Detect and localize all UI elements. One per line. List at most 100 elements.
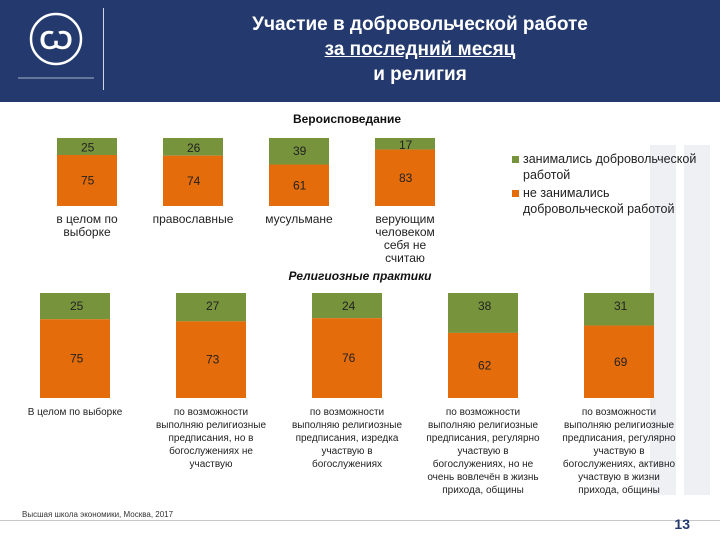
legend-item-not-volunteered: не занимались добровольческой работой (512, 185, 712, 217)
title-line-3: и религия (373, 64, 467, 85)
category-label: участвую в жизни (578, 472, 660, 483)
category-label: прихода, общины (578, 484, 660, 496)
data-label-volunteered: 31 (614, 299, 628, 313)
category-label: верующим (375, 212, 434, 226)
data-label-volunteered: 24 (342, 299, 356, 313)
data-label-volunteered: 38 (478, 299, 492, 313)
header-banner: Ѡ Участие в добровольческой работе за по… (0, 0, 720, 102)
page-title: Участие в добровольческой работе за посл… (140, 12, 700, 87)
category-label: богослужениях не (169, 445, 253, 457)
bar-segment-volunteered (163, 138, 223, 156)
category-label: выполняю религиозные (292, 420, 402, 431)
data-label-not-volunteered: 62 (478, 358, 492, 372)
bar-segment-not-volunteered (312, 318, 382, 398)
data-label-not-volunteered: 61 (293, 178, 307, 192)
category-label: участвую в (457, 446, 508, 457)
data-label-not-volunteered: 69 (614, 355, 628, 369)
bar-segment-not-volunteered (57, 155, 117, 206)
data-label-not-volunteered: 75 (70, 352, 84, 366)
category-label: выполняю религиозные (428, 420, 538, 431)
bar-group: 38 62 по возможности выполняю религиозные пр… (426, 293, 540, 496)
page-number: 13 (674, 516, 690, 532)
data-label-volunteered: 17 (399, 138, 413, 152)
category-label: в целом по (56, 212, 118, 226)
chart1-title: Вероисповедание (293, 112, 401, 126)
category-label: по возможности (174, 407, 248, 418)
title-line-2: за последний месяц (324, 39, 516, 60)
bar-segment-not-volunteered (269, 164, 329, 206)
category-label: выполняю религиозные (156, 420, 266, 431)
category-label: предписания, регулярно (426, 433, 540, 444)
hse-logo: Ѡ (18, 12, 94, 79)
bar-group: 26 74 православные (153, 138, 234, 226)
bar-segment-volunteered (269, 138, 329, 165)
data-label-volunteered: 26 (187, 141, 201, 155)
category-label: себя не (384, 238, 427, 252)
bar-segment-not-volunteered (448, 332, 518, 398)
bar-group: 24 76 по возможности выполняю религиозные пр… (292, 293, 402, 470)
legend-item-volunteered: занимались добровольческой работой (512, 151, 712, 183)
bar-segment-not-volunteered (584, 325, 654, 398)
legend-label-not-volunteered: не занимались добровольческой работой (523, 186, 675, 216)
category-label: предписания, но в (169, 433, 254, 444)
data-label-not-volunteered: 83 (399, 171, 413, 185)
category-label: по возможности (582, 407, 656, 418)
category-label: считаю (385, 251, 425, 265)
bar-segment-not-volunteered (40, 319, 110, 398)
data-label-not-volunteered: 73 (206, 353, 220, 367)
bar-segment-volunteered (40, 293, 110, 320)
bar-segment-volunteered (312, 293, 382, 319)
legend-swatch-orange (512, 190, 519, 197)
chart-legend: занимались добровольческой работой не за… (512, 151, 712, 219)
bar-group: 25 75 В целом по выборке (28, 293, 123, 418)
category-label: по возможности (446, 407, 520, 418)
category-label: богослужениях, но не (433, 458, 534, 470)
data-label-volunteered: 27 (206, 299, 220, 313)
data-label-volunteered: 39 (293, 144, 307, 158)
category-label: мусульмане (265, 212, 333, 226)
chart2-title: Религиозные практики (289, 269, 433, 283)
category-label: участвую в (321, 446, 372, 457)
category-label: выполняю религиозные (564, 420, 674, 431)
chart-practices: Религиозные практики 25 75 В целом по выбо… (28, 269, 676, 496)
legend-swatch-green (512, 156, 519, 163)
title-line-1: Участие в добровольческой работе (252, 14, 588, 35)
category-label: богослужениях (312, 458, 382, 470)
bar-segment-not-volunteered (176, 321, 246, 398)
data-label-not-volunteered: 76 (342, 351, 356, 365)
category-label: предписания, изредка (296, 433, 399, 444)
category-label: православные (153, 212, 234, 226)
data-label-volunteered: 25 (81, 141, 95, 155)
category-label: предписания, регулярно (562, 433, 676, 444)
category-label: В целом по выборке (28, 406, 123, 418)
category-label: участвую (190, 459, 233, 470)
bar-segment-not-volunteered (163, 155, 223, 206)
legend-label-volunteered: занимались добровольческой работой (523, 152, 697, 182)
bar-segment-volunteered (584, 293, 654, 326)
header-divider (103, 8, 104, 90)
bar-group: 39 61 мусульмане (265, 138, 333, 226)
footer-source: Высшая школа экономики, Москва, 2017 (22, 510, 174, 519)
category-label: очень вовлечён в жизнь (427, 472, 538, 483)
category-label: прихода, общины (442, 484, 524, 496)
category-label: человеком (375, 225, 435, 239)
bar-segment-volunteered (375, 138, 435, 150)
watermark (650, 145, 710, 495)
category-label: участвую в (593, 446, 644, 457)
bar-group: 27 73 по возможности выполняю религиозные пр… (156, 293, 266, 470)
bar-segment-not-volunteered (375, 149, 435, 206)
category-label: богослужениях, активно (563, 458, 676, 470)
bar-group: 31 69 по возможности выполняю религиозные пр… (562, 293, 676, 496)
data-label-volunteered: 25 (70, 299, 84, 313)
data-label-not-volunteered: 75 (81, 174, 95, 188)
data-label-not-volunteered: 74 (187, 174, 201, 188)
svg-text:Ѡ: Ѡ (39, 25, 72, 55)
category-label: выборке (63, 225, 111, 239)
footer-rule (0, 520, 720, 521)
bar-segment-volunteered (448, 293, 518, 333)
category-label: по возможности (310, 407, 384, 418)
bar-segment-volunteered (176, 293, 246, 322)
